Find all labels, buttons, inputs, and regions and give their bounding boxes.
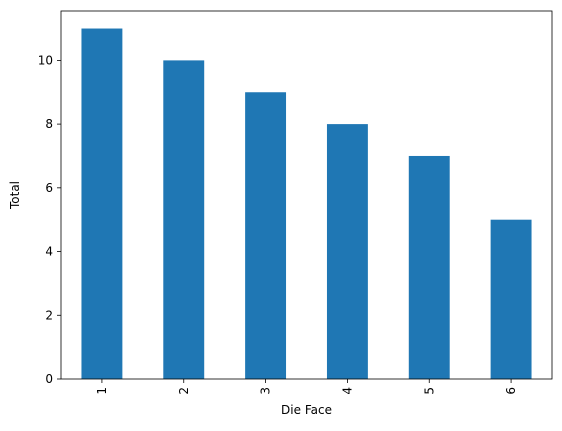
bar-2 — [163, 60, 204, 379]
y-axis-label: Total — [8, 181, 22, 210]
x-tick-label: 6 — [504, 387, 518, 395]
y-tick-label: 8 — [45, 117, 53, 131]
bar-1 — [81, 29, 122, 379]
x-tick-label: 5 — [422, 387, 436, 395]
y-tick-label: 10 — [38, 53, 53, 67]
x-axis: 1 2 3 4 5 6 — [95, 379, 518, 395]
x-tick-label: 3 — [259, 387, 273, 395]
x-tick-label: 4 — [340, 387, 354, 395]
x-tick-label: 2 — [177, 387, 191, 395]
bar-3 — [245, 92, 286, 379]
y-tick-label: 2 — [45, 308, 53, 322]
bar-6 — [491, 220, 532, 379]
bar-5 — [409, 156, 450, 379]
bars-group — [81, 29, 531, 379]
y-tick-label: 0 — [45, 372, 53, 386]
y-tick-label: 4 — [45, 245, 53, 259]
x-tick-label: 1 — [95, 387, 109, 395]
y-axis: 0 2 4 6 8 10 — [38, 53, 61, 386]
x-axis-label: Die Face — [281, 403, 332, 417]
plot-frame — [61, 11, 552, 379]
bar-4 — [327, 124, 368, 379]
y-tick-label: 6 — [45, 181, 53, 195]
